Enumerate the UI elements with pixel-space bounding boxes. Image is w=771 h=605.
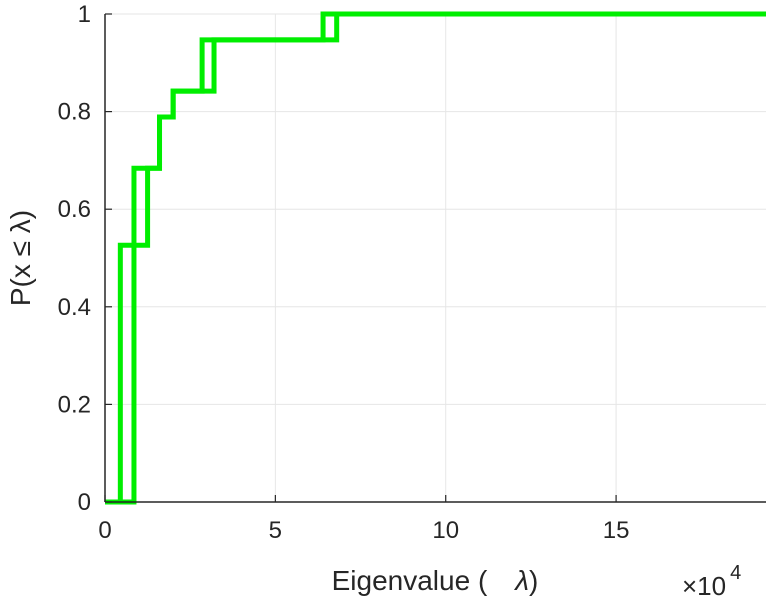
- x-tick-label-0: 0: [98, 517, 111, 544]
- x-tick-label-3: 15: [603, 517, 630, 544]
- cdf-series-line-2: [105, 11, 766, 505]
- x-axis-label: Eigenvalue (λ): [332, 565, 539, 596]
- y-tick-label-0: 0: [78, 489, 91, 516]
- y-tick-label-5: 1: [78, 1, 91, 28]
- x-tick-label-2: 10: [432, 517, 459, 544]
- y-tick-label-3: 0.6: [58, 196, 91, 223]
- axes: [104, 13, 766, 503]
- y-axis-label: P(x ≤ λ): [5, 210, 36, 306]
- tick-labels: 0 5 10 15 0 0.2 0.4 0.6 0.8 1: [58, 1, 630, 544]
- y-tick-label-2: 0.4: [58, 294, 91, 321]
- grid-lines: [105, 13, 766, 502]
- x-axis-multiplier: ×10 4: [682, 562, 741, 600]
- y-tick-label-4: 0.8: [58, 99, 91, 126]
- x-tick-label-1: 5: [269, 517, 282, 544]
- y-tick-label-1: 0.2: [58, 391, 91, 418]
- series-layer: [105, 11, 766, 505]
